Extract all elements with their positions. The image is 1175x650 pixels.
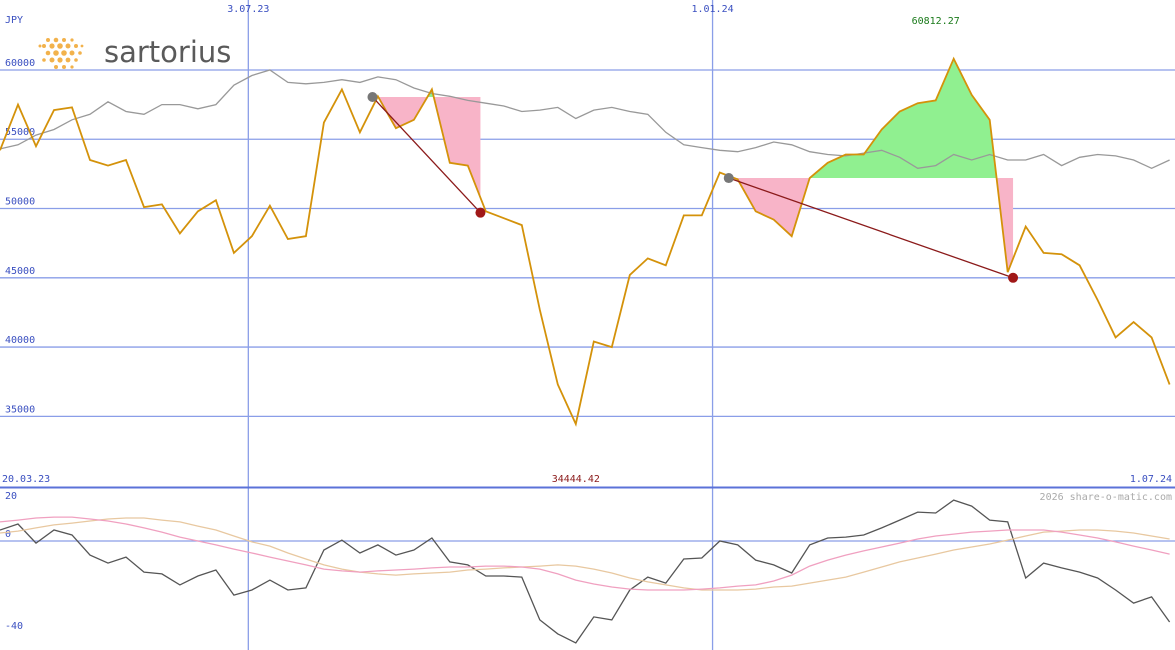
end-date-label: 1.07.24 bbox=[1130, 474, 1172, 485]
copyright: 2026 share-o-matic.com bbox=[1040, 492, 1172, 503]
y-tick-label: 50000 bbox=[5, 197, 35, 208]
logo: sartorius bbox=[38, 35, 231, 69]
loss-area bbox=[372, 96, 481, 213]
y-tick-label: 20 bbox=[5, 491, 17, 502]
series-line bbox=[0, 499, 1171, 644]
max-label: 60812.27 bbox=[912, 16, 960, 27]
unit-label: JPY bbox=[5, 15, 23, 26]
x-tick-label: 3.07.23 bbox=[227, 4, 269, 15]
exit-marker bbox=[475, 207, 486, 218]
trade-line bbox=[728, 177, 1014, 279]
y-tick-label: 40000 bbox=[5, 335, 35, 346]
logo-text: sartorius bbox=[104, 35, 231, 69]
series-line bbox=[0, 516, 1170, 591]
series-line bbox=[0, 69, 1170, 170]
y-tick-label: 55000 bbox=[5, 127, 35, 138]
exit-marker bbox=[1008, 272, 1019, 283]
trade-line bbox=[371, 96, 481, 214]
y-tick-label: 35000 bbox=[5, 404, 35, 415]
gain-area bbox=[809, 58, 997, 179]
entry-marker bbox=[723, 173, 734, 184]
y-tick-label: 60000 bbox=[5, 58, 35, 69]
x-tick-label: 1.01.24 bbox=[691, 4, 733, 15]
y-tick-label: 45000 bbox=[5, 266, 35, 277]
series-line bbox=[0, 517, 1170, 591]
y-tick-label: -40 bbox=[5, 621, 23, 632]
logo-dots bbox=[38, 37, 84, 69]
entry-marker bbox=[367, 91, 378, 102]
min-label: 34444.42 bbox=[552, 474, 600, 485]
y-tick-label: 0 bbox=[5, 529, 11, 540]
series-line bbox=[0, 56, 1171, 427]
start-date-label: 20.03.23 bbox=[2, 474, 50, 485]
